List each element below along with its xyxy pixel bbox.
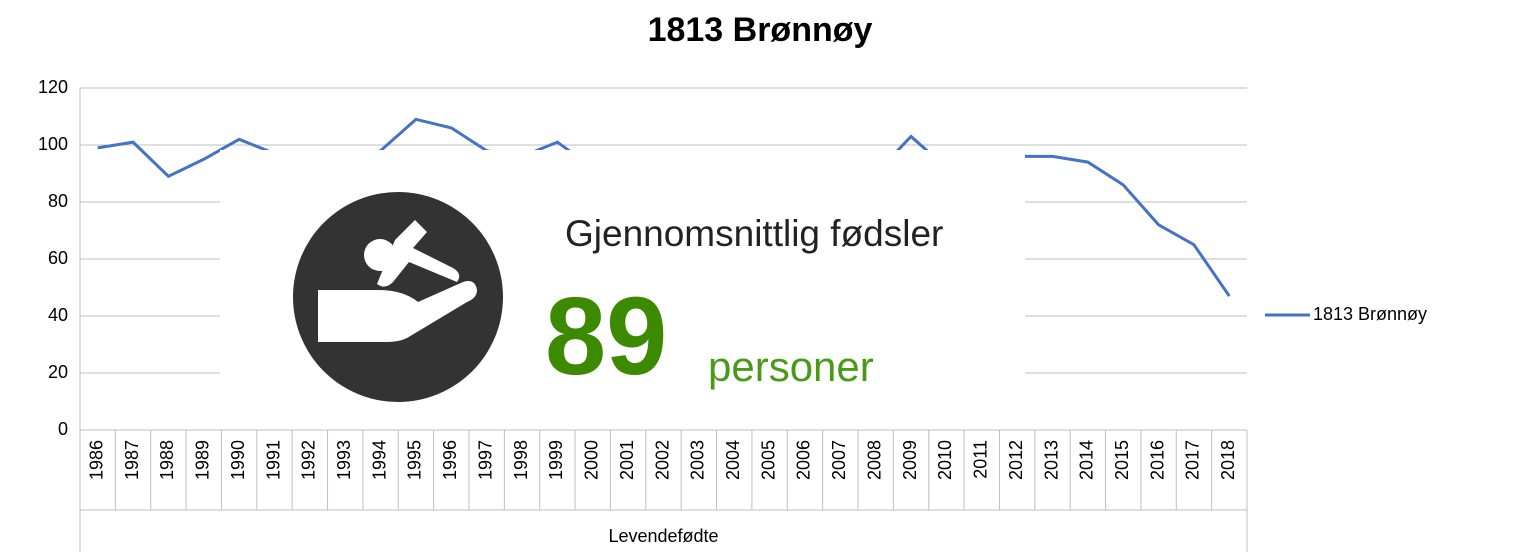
x-tick-label: 2004 [723,440,743,480]
x-tick-label: 2006 [794,440,814,480]
x-tick-label: 2013 [1041,440,1061,480]
y-tick-label: 40 [48,305,68,325]
x-tick-label: 1992 [299,440,319,480]
x-tick-label: 2005 [758,440,778,480]
x-tick-label: 2012 [1006,440,1026,480]
icon-hand [318,281,477,342]
x-tick-label: 1990 [228,440,248,480]
icon-baby-body [377,220,460,287]
y-tick-label: 120 [38,77,68,97]
x-tick-label: 2010 [935,440,955,480]
legend-label: 1813 Brønnøy [1313,304,1427,324]
overlay-heading: Gjennomsnittlig fødsler [565,213,943,254]
x-tick-label: 1993 [334,440,354,480]
x-tick-label: 2015 [1112,440,1132,480]
x-tick-label: 2001 [617,440,637,480]
x-tick-label: 1994 [369,440,389,480]
x-tick-label: 1996 [440,440,460,480]
x-tick-label: 1998 [511,440,531,480]
x-tick-label: 1988 [157,440,177,480]
overlay-number: 89 [545,275,667,398]
x-tick-label: 2017 [1183,440,1203,480]
group-label: Levendefødte [608,526,718,546]
x-tick-label: 2014 [1077,440,1097,480]
y-tick-label: 20 [48,362,68,382]
x-tick-label: 2000 [582,440,602,480]
x-tick-label: 1986 [86,440,106,480]
x-tick-label: 2008 [864,440,884,480]
y-tick-label: 100 [38,134,68,154]
x-tick-label: 2018 [1218,440,1238,480]
x-tick-label: 1997 [475,440,495,480]
x-tick-label: 2002 [652,440,672,480]
x-tick-label: 2007 [829,440,849,480]
y-tick-label: 60 [48,248,68,268]
x-tick-label: 1989 [193,440,213,480]
x-tick-label: 2009 [900,440,920,480]
x-tick-label: 1999 [546,440,566,480]
x-tick-label: 1995 [405,440,425,480]
x-tick-label: 2011 [971,440,991,479]
chart-title: 1813 Brønnøy [648,11,873,49]
x-tick-label: 1987 [122,440,142,480]
overlay: Gjennomsnittlig fødsler 89 personer [220,150,1025,427]
x-tick-label: 2003 [688,440,708,480]
y-tick-label: 80 [48,191,68,211]
y-tick-label: 0 [58,419,68,439]
x-tick-label: 1991 [263,440,283,480]
x-tick-label: 2016 [1147,440,1167,480]
overlay-unit: personer [708,343,874,390]
